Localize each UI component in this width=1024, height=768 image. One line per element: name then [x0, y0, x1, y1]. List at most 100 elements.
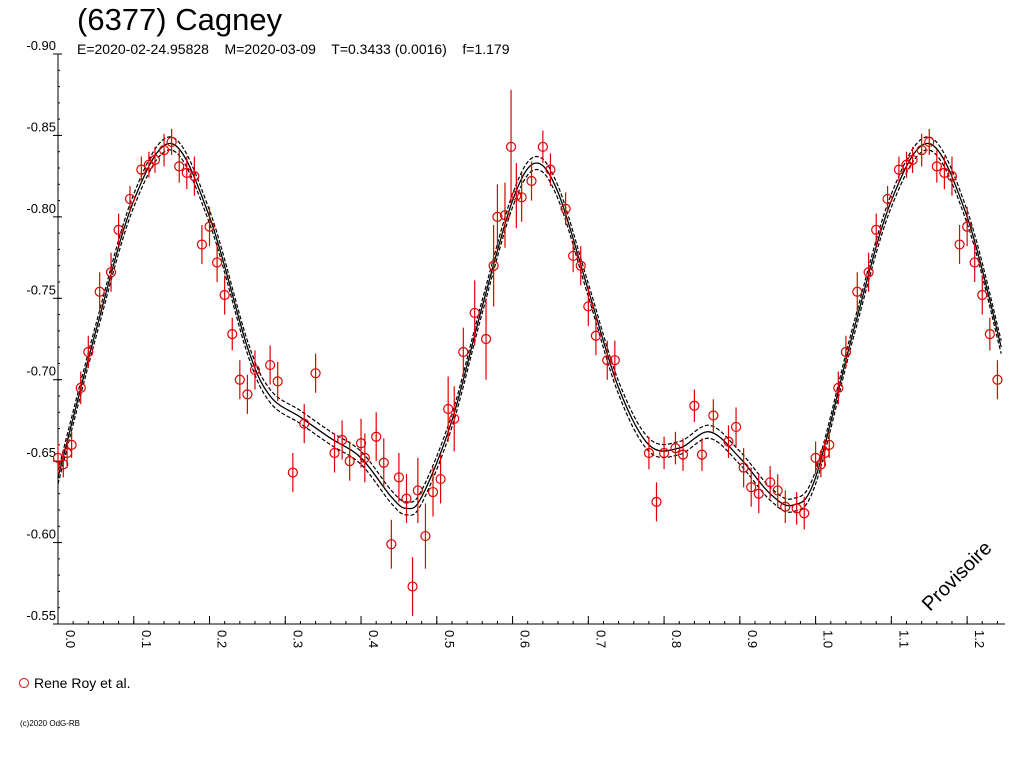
data-point [329, 447, 340, 459]
data-point [480, 333, 492, 345]
data-point [969, 257, 980, 268]
data-point [765, 477, 776, 488]
data-point [658, 447, 670, 459]
y-tick-label: -0.85 [26, 119, 56, 134]
y-tick-label: -0.60 [26, 527, 56, 542]
data-point [378, 457, 389, 468]
data-point [427, 486, 439, 498]
data-point [337, 434, 348, 446]
data-point [355, 438, 367, 449]
data-point [946, 171, 958, 182]
legend-label: Rene Roy et al. [34, 675, 131, 691]
data-point [94, 286, 105, 297]
fit-curve-main [57, 142, 1002, 510]
data-point [583, 301, 594, 312]
data-point [75, 382, 86, 393]
fit-curve [57, 136, 1002, 516]
data-point [833, 382, 844, 393]
data-point [113, 224, 124, 235]
data-point [488, 260, 499, 271]
data-point [907, 154, 918, 165]
chart-title: (6377) Cagney [77, 2, 283, 37]
data-point [189, 171, 200, 182]
data-point [234, 374, 245, 385]
data-point [824, 439, 835, 450]
data-point [772, 485, 783, 496]
data-point [386, 539, 397, 550]
data-point [393, 472, 405, 483]
data-point [901, 159, 912, 170]
data-point [443, 403, 454, 415]
data-point [407, 581, 418, 592]
data-point [537, 141, 548, 152]
copyright-text: (c)2020 OdG-RB [20, 719, 81, 728]
data-point [840, 346, 852, 358]
data-point [124, 193, 136, 205]
data-point [299, 418, 310, 429]
data-point [412, 485, 423, 496]
data-point [219, 289, 230, 301]
data-point [158, 144, 170, 156]
data-point [505, 141, 517, 152]
data-point [791, 503, 802, 514]
data-point [677, 449, 689, 460]
data-point [984, 329, 995, 340]
data-point [58, 459, 69, 470]
chart-subtitle: E=2020-02-24.95828 M=2020-03-09 T=0.3433… [77, 41, 510, 57]
data-point [211, 257, 223, 268]
x-tick-label: 0.9 [745, 630, 760, 648]
x-tick-label: 1.2 [972, 630, 987, 648]
data-point [545, 164, 556, 175]
data-point [568, 250, 579, 262]
data-point [863, 267, 874, 278]
data-point [196, 239, 208, 250]
provisional-stamp: Provisoire [918, 537, 996, 615]
data-point [458, 346, 469, 358]
data-point [746, 482, 757, 493]
x-tick-label: 0.5 [442, 630, 457, 648]
x-tick-label: 0.6 [518, 630, 533, 648]
data-point [962, 221, 973, 232]
data-point [651, 496, 662, 507]
data-point [689, 400, 700, 411]
data-point [492, 211, 503, 222]
data-point [149, 154, 161, 165]
data-point [449, 413, 460, 424]
data-point [730, 421, 742, 433]
data-point [882, 193, 893, 205]
data-point [516, 192, 527, 203]
data-point [359, 452, 370, 463]
x-tick-label: 0.0 [63, 630, 78, 648]
data-point [670, 443, 681, 454]
fit-curve-upper-band [57, 149, 1002, 516]
data-point [265, 359, 276, 371]
x-tick-label: 0.8 [669, 630, 684, 648]
data-point [924, 136, 935, 148]
data-point [420, 530, 431, 542]
data-point [810, 452, 821, 463]
data-point [931, 161, 942, 172]
data-point [287, 467, 298, 478]
y-tick-label: -0.75 [26, 282, 56, 297]
data-point [753, 488, 764, 499]
y-tick-label: -0.70 [26, 364, 56, 379]
data-point [916, 144, 927, 156]
x-tick-label: 1.0 [821, 630, 836, 648]
data-point [815, 459, 827, 470]
data-point [590, 330, 601, 341]
data-point [643, 447, 655, 459]
data-point [83, 346, 94, 358]
data-point [174, 161, 185, 172]
data-point [738, 462, 749, 473]
data-point [469, 307, 480, 319]
data-point [310, 368, 321, 379]
data-point [401, 493, 412, 504]
legend-marker-icon [19, 678, 29, 688]
data-point [871, 224, 882, 235]
data-point [992, 374, 1003, 385]
y-tick-label: -0.65 [26, 445, 56, 460]
data-points [52, 89, 1003, 616]
x-tick-label: 0.1 [139, 630, 154, 648]
data-point [105, 267, 117, 278]
